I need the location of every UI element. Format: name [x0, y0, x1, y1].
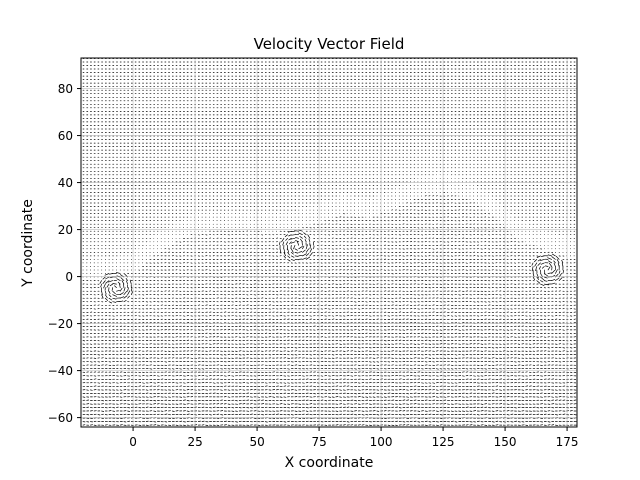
y-axis-label: Y coordinate — [20, 199, 36, 288]
vector-arrows — [82, 58, 577, 427]
chart-title: Velocity Vector Field — [254, 35, 405, 53]
gridlines — [81, 58, 577, 427]
x-tick-label: 100 — [370, 435, 393, 449]
y-tick-label: 0 — [65, 270, 73, 284]
x-tick-label: 0 — [129, 435, 137, 449]
y-tick-label: 20 — [58, 223, 73, 237]
x-tick-label: 50 — [249, 435, 264, 449]
plot-background — [81, 58, 577, 427]
x-axis: 0 25 50 75 100 125 150 175 — [129, 427, 579, 449]
y-tick-label: −20 — [48, 317, 73, 331]
vector-field — [82, 58, 577, 427]
x-tick-label: 150 — [494, 435, 517, 449]
y-tick-label: 80 — [58, 82, 73, 96]
y-tick-label: −40 — [48, 364, 73, 378]
plot-area — [81, 58, 577, 427]
y-tick-label: 60 — [58, 129, 73, 143]
x-tick-label: 75 — [311, 435, 326, 449]
y-axis: −60 −40 −20 0 20 40 60 80 — [48, 82, 81, 425]
x-tick-label: 175 — [556, 435, 579, 449]
y-tick-label: −60 — [48, 411, 73, 425]
plot-frame — [80, 57, 578, 428]
x-tick-label: 25 — [187, 435, 202, 449]
x-tick-label: 125 — [432, 435, 455, 449]
y-tick-label: 40 — [58, 176, 73, 190]
x-axis-label: X coordinate — [285, 455, 374, 471]
